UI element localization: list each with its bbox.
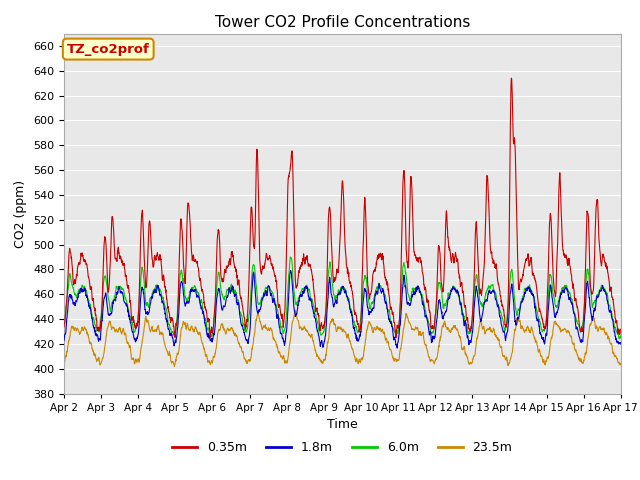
X-axis label: Time: Time [327, 418, 358, 431]
Y-axis label: CO2 (ppm): CO2 (ppm) [15, 180, 28, 248]
Title: Tower CO2 Profile Concentrations: Tower CO2 Profile Concentrations [214, 15, 470, 30]
Legend: 0.35m, 1.8m, 6.0m, 23.5m: 0.35m, 1.8m, 6.0m, 23.5m [167, 436, 518, 459]
Text: TZ_co2prof: TZ_co2prof [67, 43, 150, 56]
